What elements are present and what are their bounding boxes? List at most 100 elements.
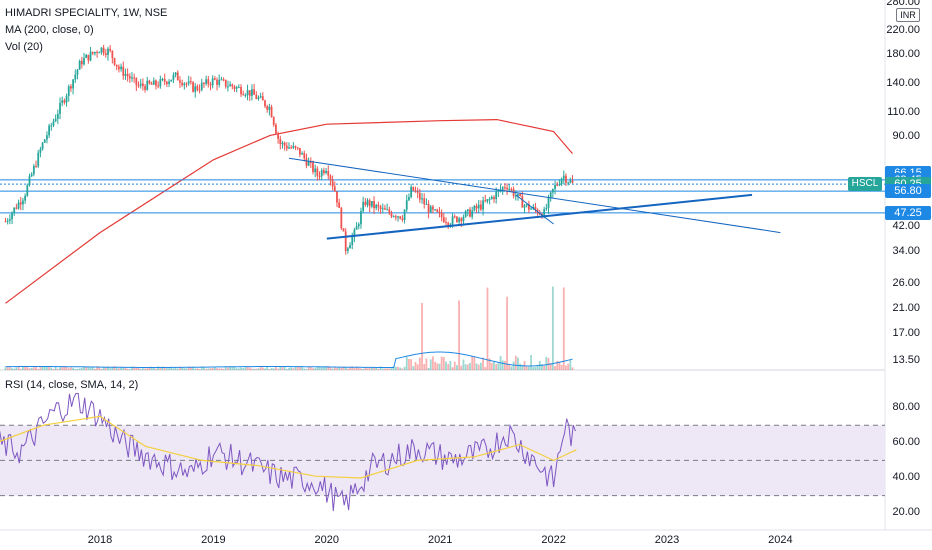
candle xyxy=(242,94,245,96)
candle xyxy=(63,100,66,103)
volume-bar xyxy=(560,364,563,370)
volume-bar xyxy=(366,368,369,370)
candle xyxy=(316,168,319,176)
volume-bar xyxy=(244,367,247,370)
volume-bar xyxy=(41,366,44,370)
candle xyxy=(388,209,391,213)
candle xyxy=(471,210,474,217)
candle xyxy=(469,209,471,217)
candle xyxy=(187,81,190,84)
price-tick-label: 21.00 xyxy=(892,301,920,314)
candle xyxy=(109,48,112,51)
candle xyxy=(148,80,151,84)
currency-badge[interactable]: INR xyxy=(896,8,920,22)
volume-bar xyxy=(392,366,395,370)
candle xyxy=(480,204,482,210)
volume-bar xyxy=(329,367,332,370)
candle xyxy=(342,228,345,232)
volume-bar xyxy=(104,366,107,370)
candle xyxy=(222,79,225,81)
volume-bar xyxy=(174,367,177,370)
volume-bar xyxy=(170,366,173,370)
volume-bar xyxy=(28,368,31,370)
volume-bar xyxy=(340,367,343,370)
volume-bar xyxy=(198,368,201,370)
candle xyxy=(30,174,33,177)
volume-bar xyxy=(150,366,153,370)
volume-bar xyxy=(6,367,9,370)
candle xyxy=(508,188,511,190)
volume-legend[interactable]: Vol (20) xyxy=(5,41,43,53)
volume-bar xyxy=(462,359,465,370)
volume-bar xyxy=(207,368,210,370)
candle xyxy=(231,84,234,87)
volume-bar xyxy=(24,366,27,370)
candle xyxy=(146,80,149,90)
volume-bar xyxy=(434,361,437,370)
volume-bar xyxy=(264,368,266,370)
candle xyxy=(35,165,37,167)
candle xyxy=(59,102,61,114)
candle xyxy=(331,179,334,187)
candle xyxy=(458,218,460,222)
volume-bar xyxy=(410,359,413,370)
volume-bar xyxy=(551,286,554,370)
price-tick-label: 110.00 xyxy=(887,105,920,118)
candle xyxy=(530,208,532,210)
candle xyxy=(128,76,131,79)
volume-bar xyxy=(519,363,522,370)
candle xyxy=(259,96,262,98)
volume-bar xyxy=(416,364,419,370)
volume-bar xyxy=(183,368,186,370)
volume-bar xyxy=(220,368,223,370)
candle xyxy=(429,206,432,213)
volume-bar xyxy=(532,367,535,370)
volume-bar xyxy=(512,361,515,370)
volume-bar xyxy=(205,368,208,370)
candle xyxy=(497,189,500,192)
candle xyxy=(61,100,64,103)
volume-bar xyxy=(37,368,40,370)
candle xyxy=(70,86,72,89)
candle xyxy=(425,203,428,205)
candle xyxy=(78,60,81,70)
candle xyxy=(163,78,166,82)
candle xyxy=(126,73,129,77)
volume-bar xyxy=(543,365,546,370)
candle xyxy=(353,229,356,237)
candle xyxy=(200,82,203,90)
volume-bar xyxy=(70,367,72,370)
candle xyxy=(327,171,330,176)
candle xyxy=(521,195,524,208)
candle xyxy=(192,82,194,92)
volume-bar xyxy=(39,366,42,370)
candle xyxy=(26,185,29,196)
volume-bar xyxy=(155,368,157,370)
volume-bar xyxy=(48,366,51,370)
volume-bar xyxy=(309,367,312,370)
time-tick-label: 2023 xyxy=(654,534,680,546)
ma-legend[interactable]: MA (200, close, 0) xyxy=(5,24,94,36)
volume-bar xyxy=(22,366,24,370)
candle xyxy=(157,85,160,87)
volume-bar xyxy=(275,366,277,370)
candle xyxy=(246,90,249,95)
candle xyxy=(244,94,247,96)
volume-bar xyxy=(279,366,282,370)
candle xyxy=(233,86,236,89)
volume-bar xyxy=(255,368,258,370)
volume-bar xyxy=(196,368,199,370)
volume-bar xyxy=(493,361,495,370)
volume-bar xyxy=(482,357,484,370)
volume-bar xyxy=(453,361,456,370)
volume-bar xyxy=(111,366,114,370)
candle xyxy=(475,205,478,209)
volume-bar xyxy=(475,363,478,370)
volume-bar xyxy=(386,368,389,370)
volume-bar xyxy=(486,287,489,370)
candle xyxy=(209,84,212,86)
volume-bar xyxy=(248,367,251,370)
volume-bar xyxy=(438,363,441,370)
rsi-legend[interactable]: RSI (14, close, SMA, 14, 2) xyxy=(5,379,139,391)
